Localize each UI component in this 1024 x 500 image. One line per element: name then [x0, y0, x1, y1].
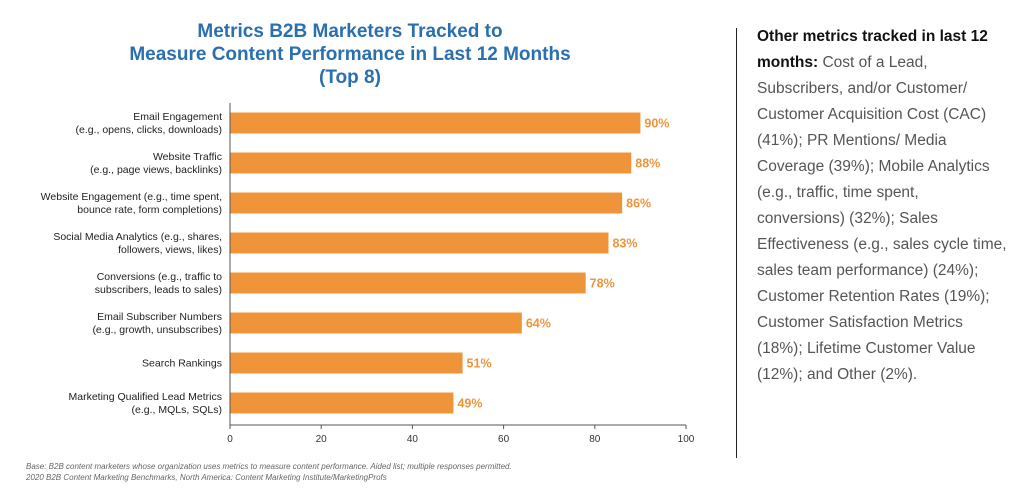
bar-6 — [230, 352, 463, 374]
value-label-3: 83% — [612, 237, 637, 251]
value-label-2: 86% — [626, 197, 651, 211]
value-label-4: 78% — [590, 277, 615, 291]
category-label-2-0: Website Engagement (e.g., time spent, — [41, 191, 222, 203]
category-label-0-0: Email Engagement — [133, 111, 222, 123]
footnote: Base: B2B content marketers whose organi… — [26, 461, 512, 483]
x-tick-label-3: 60 — [498, 434, 510, 445]
chart-title-line-1: Metrics B2B Marketers Tracked to — [197, 21, 503, 42]
bar-5 — [230, 312, 522, 334]
category-label-7-0: Marketing Qualified Lead Metrics — [69, 391, 223, 403]
chart-title: Metrics B2B Marketers Tracked to Measure… — [100, 20, 600, 89]
category-label-4-1: subscribers, leads to sales) — [95, 284, 222, 296]
x-tick-label-4: 80 — [589, 434, 601, 445]
bar-7 — [230, 392, 454, 414]
category-label-2-1: bounce rate, form completions) — [77, 204, 222, 216]
category-label-1-1: (e.g., page views, backlinks) — [90, 164, 222, 176]
footnote-source: 2020 B2B Content Marketing Benchmarks, N… — [26, 473, 387, 482]
value-label-1: 88% — [635, 157, 660, 171]
x-tick-label-2: 40 — [407, 434, 419, 445]
other-metrics-panel: Other metrics tracked in last 12 months:… — [757, 24, 1009, 388]
divider — [736, 28, 737, 458]
value-label-6: 51% — [467, 357, 492, 371]
x-tick-label-1: 20 — [316, 434, 328, 445]
other-metrics-heading: Other metrics tracked in last 12 months: — [757, 28, 988, 71]
value-label-0: 90% — [644, 117, 669, 131]
other-metrics-text: Cost of a Lead, Subscribers, and/or Cust… — [757, 54, 1007, 383]
x-tick-label-5: 100 — [678, 434, 695, 445]
bar-3 — [230, 232, 609, 254]
bar-4 — [230, 272, 586, 294]
chart-title-line-2: Measure Content Performance in Last 12 M… — [129, 44, 571, 65]
category-label-5-0: Email Subscriber Numbers — [97, 311, 222, 323]
bar-0 — [230, 112, 641, 134]
category-label-3-0: Social Media Analytics (e.g., shares, — [53, 231, 222, 243]
category-label-0-1: (e.g., opens, clicks, downloads) — [76, 124, 223, 136]
bar-chart: 90% Email Engagement(e.g., opens, clicks,… — [41, 103, 695, 445]
bar-2 — [230, 192, 623, 214]
bar-1 — [230, 152, 632, 174]
footnote-base: Base: B2B content marketers whose organi… — [26, 462, 512, 471]
value-label-7: 49% — [457, 397, 482, 411]
value-label-5: 64% — [526, 317, 551, 331]
category-label-1-0: Website Traffic — [153, 151, 222, 163]
category-label-7-1: (e.g., MQLs, SQLs) — [132, 404, 222, 416]
category-label-3-1: followers, views, likes) — [118, 244, 222, 256]
category-label-4-0: Conversions (e.g., traffic to — [97, 271, 222, 283]
category-label-6-0: Search Rankings — [142, 358, 222, 370]
chart-title-line-3: (Top 8) — [319, 67, 381, 88]
x-tick-label-0: 0 — [227, 434, 233, 445]
category-label-5-1: (e.g., growth, unsubscribes) — [92, 324, 222, 336]
